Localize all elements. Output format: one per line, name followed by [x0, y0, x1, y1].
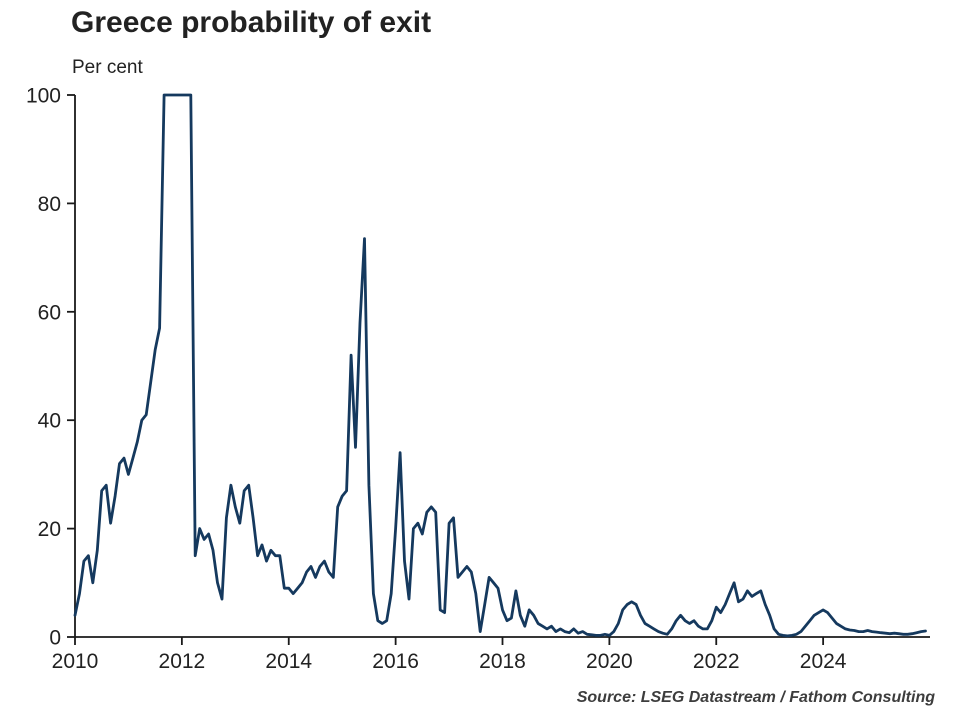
source-credit: Source: LSEG Datastream / Fathom Consult… — [576, 689, 935, 706]
x-tick-label: 2012 — [159, 650, 206, 673]
x-tick-label: 2018 — [479, 650, 526, 673]
y-tick-label: 100 — [26, 85, 61, 108]
y-tick-label: 20 — [38, 518, 61, 541]
x-tick-label: 2016 — [372, 650, 419, 673]
y-tick-label: 80 — [38, 193, 61, 216]
x-tick-label: 2020 — [586, 650, 633, 673]
page-title: Greece probability of exit — [71, 6, 432, 39]
y-tick-label: 60 — [38, 301, 61, 324]
y-tick-label: 40 — [38, 410, 61, 433]
probability-line-series — [73, 93, 927, 638]
axis-unit-label: Per cent — [72, 57, 143, 78]
x-tick-label: 2010 — [52, 650, 99, 673]
x-tick-label: 2022 — [693, 650, 740, 673]
x-tick-label: 2014 — [265, 650, 312, 673]
x-tick-label: 2024 — [800, 650, 847, 673]
y-tick-label: 0 — [49, 627, 61, 650]
